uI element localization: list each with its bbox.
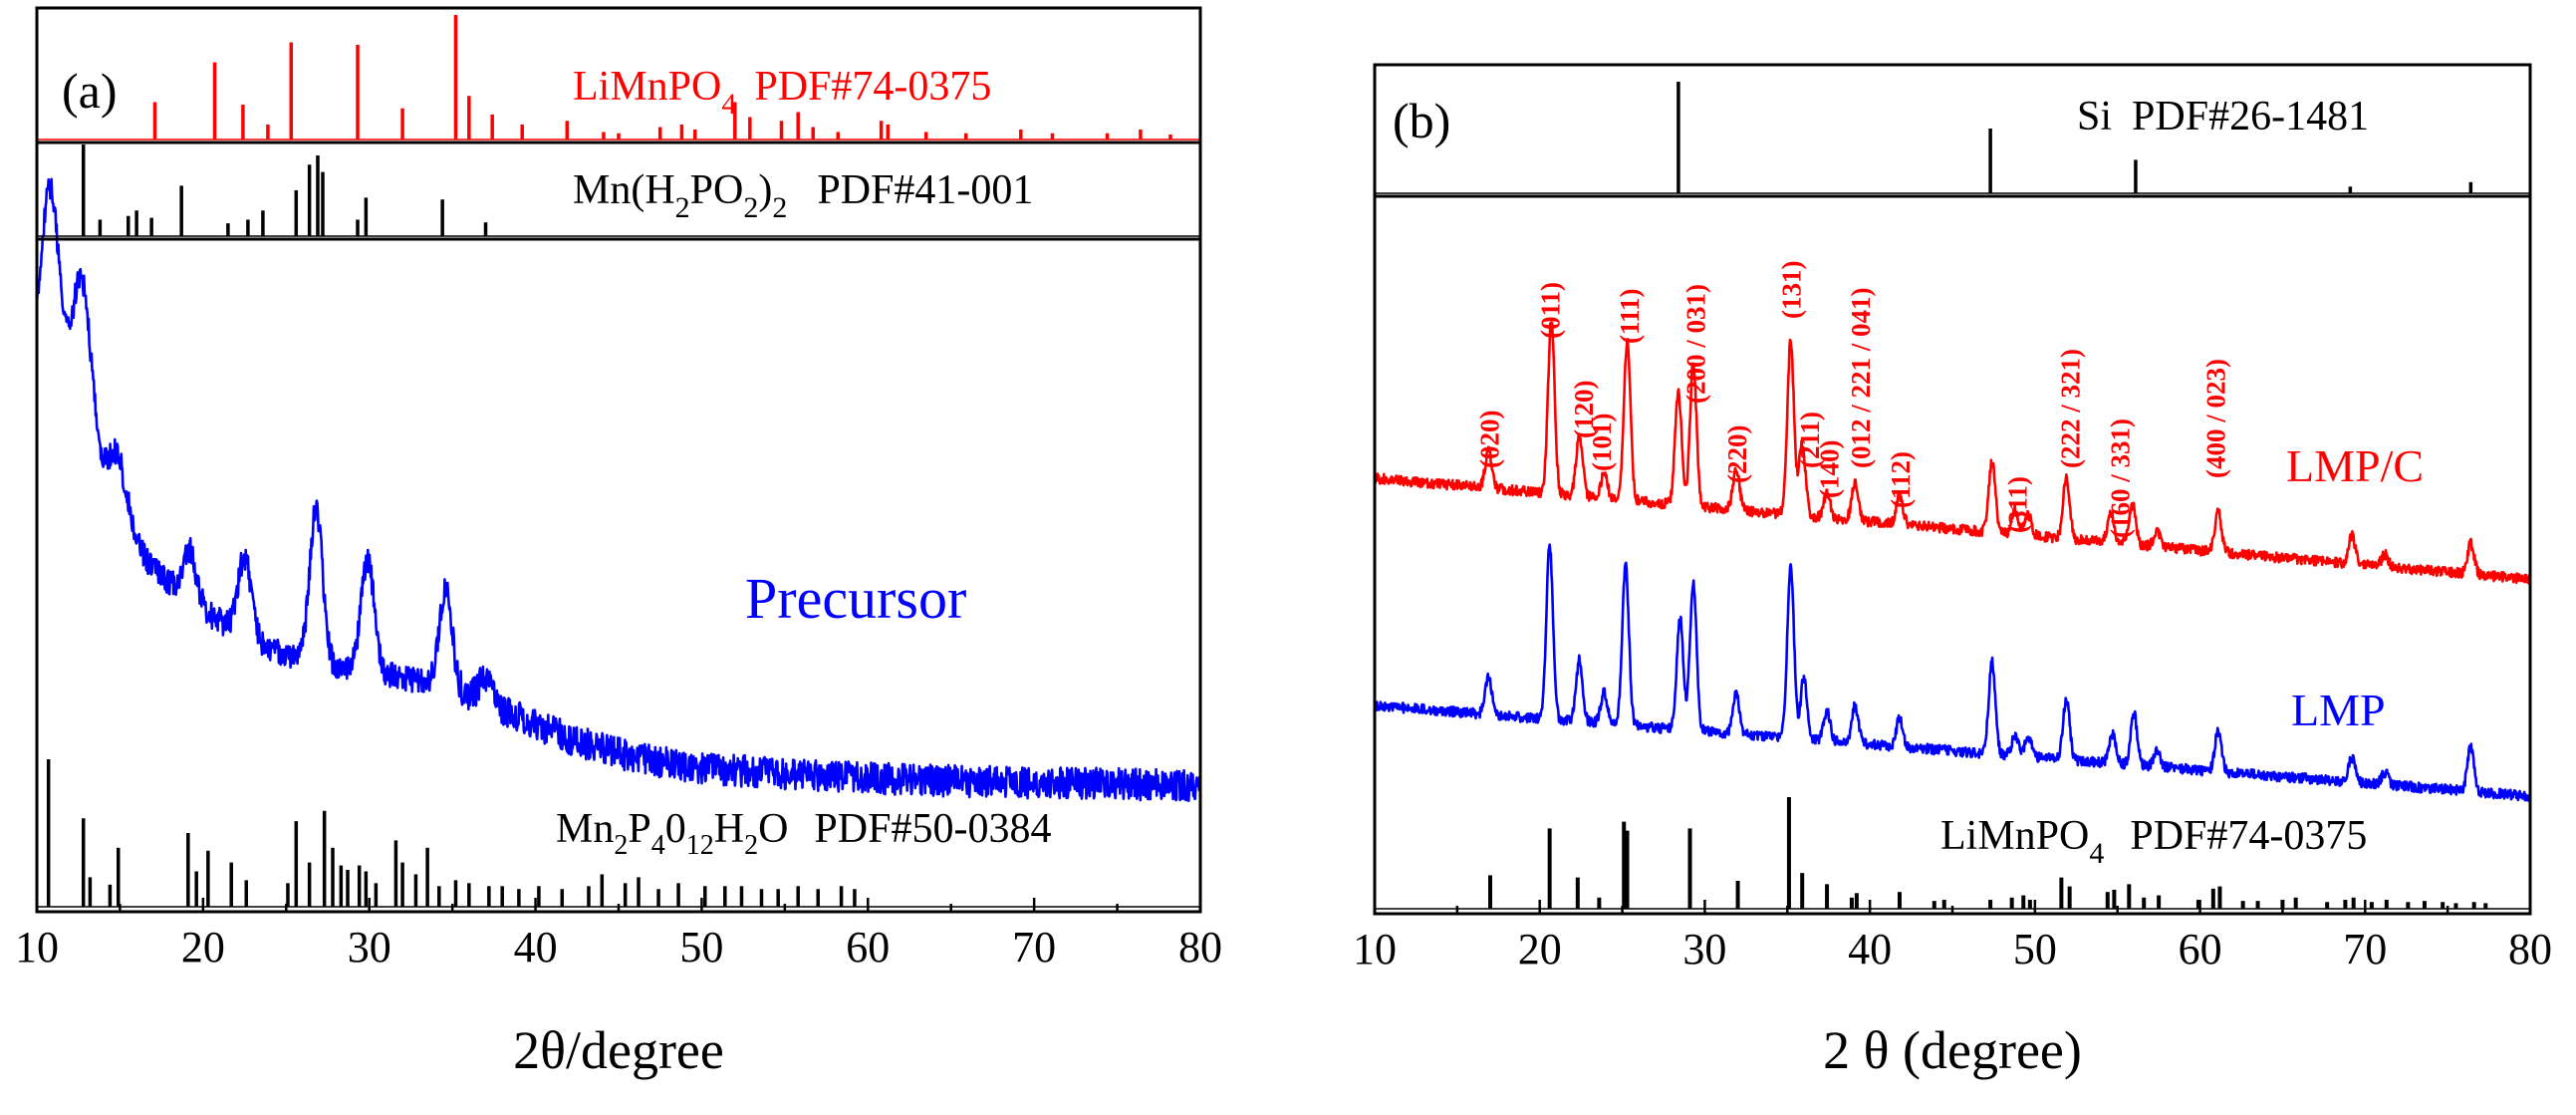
panel-b-x-tick-label: 80: [2508, 925, 2552, 974]
panel-b-x-tick-label: 20: [1518, 925, 1562, 974]
panel-a-x-axis: 10 20 30 40 50 60 70 80: [15, 898, 1222, 972]
lmp-c-label: LMP/C: [2286, 440, 2424, 491]
lmp-c-pattern: [1373, 321, 2531, 585]
panel-a-x-axis-label: 2θ/degree: [513, 1020, 724, 1080]
panel-a-x-tick-label: 50: [679, 923, 723, 972]
hkl-label: (111): [1615, 288, 1645, 344]
panel-b: 10 20 30 40 50 60 70 80 (b) Si PDF#26-1481 LiMnP…: [1353, 63, 2552, 1080]
panel-b-x-tick-label: 10: [1353, 925, 1397, 974]
precursor-pattern-line: [35, 177, 1202, 803]
lmp-c-pattern-line: [1373, 321, 2531, 585]
panel-b-x-tick-label: 50: [2013, 925, 2057, 974]
hkl-label: (120): [1569, 381, 1599, 438]
mnh2po4-reference-sticks: [37, 144, 1200, 237]
panel-b-x-axis: 10 20 30 40 50 60 70 80: [1353, 900, 2552, 974]
lmp-pattern-line: [1373, 543, 2532, 802]
hkl-label: (311): [2003, 476, 2033, 533]
hkl-label: (222 / 321): [2056, 349, 2086, 468]
panel-b-ref-bottom-label: LiMnPO4 PDF#74-0375: [1940, 813, 2367, 870]
hkl-label: (140): [1815, 440, 1845, 498]
si-reference-sticks: [1375, 82, 2530, 194]
precursor-label: Precursor: [745, 566, 966, 631]
hkl-label: (400 / 023): [2200, 359, 2230, 478]
lmp-label: LMP: [2291, 685, 2386, 735]
mn2p4o12h2o-reference-sticks: [37, 759, 1200, 908]
panel-b-ref-top-label: Si PDF#26-1481: [2077, 94, 2369, 139]
limnpo4-reference-sticks: [1375, 797, 2530, 910]
panel-b-x-tick-label: 30: [1682, 925, 1726, 974]
hkl-label: (220): [1722, 425, 1752, 483]
hkl-label: (211): [1795, 412, 1825, 468]
panel-a-ref-top-label: LiMnPO4 PDF#74-0375: [573, 64, 991, 121]
lmp-pattern: [1373, 543, 2532, 802]
panel-a-x-tick-label: 60: [846, 923, 890, 972]
panel-a-x-tick-label: 10: [15, 923, 59, 972]
hkl-label: (012 / 221 / 041): [1846, 288, 1876, 469]
panel-a-tag: (a): [62, 63, 118, 119]
hkl-label: (131): [1777, 261, 1807, 319]
panel-a-x-tick-label: 20: [181, 923, 225, 972]
panel-b-x-tick-label: 60: [2179, 925, 2222, 974]
panel-b-x-axis-label: 2 θ (degree): [1823, 1020, 2082, 1080]
hkl-label: (020): [1474, 411, 1504, 468]
hkl-annotations: (020) (011) (120)(101) (111) (200 / 031) (220…: [1474, 261, 2230, 538]
hkl-label: (200 / 031): [1680, 284, 1710, 404]
panel-a-ref-mid-label: Mn(H2PO2)2 PDF#41-001: [573, 167, 1033, 224]
panel-a: 10 20 30 40 50 60 70 80 (a) LiMnPO4 PDF#74-0375 …: [15, 6, 1222, 1080]
panel-a-x-tick-label: 30: [348, 923, 391, 972]
panel-a-x-tick-label: 80: [1178, 923, 1222, 972]
panel-b-tag: (b): [1393, 93, 1450, 148]
hkl-label: (160 / 331): [2105, 418, 2135, 538]
panel-a-x-tick-label: 40: [514, 923, 558, 972]
panel-a-ref-bottom-label: Mn2P4012H2O PDF#50-0384: [556, 806, 1051, 861]
limnpo4-reference-sticks: [37, 15, 1200, 140]
hkl-label: (101): [1587, 414, 1617, 471]
panel-a-x-tick-label: 70: [1012, 923, 1056, 972]
panel-b-x-tick-label: 70: [2343, 925, 2387, 974]
hkl-label: (112): [1886, 451, 1916, 508]
hkl-label: (011): [1536, 282, 1566, 339]
panel-b-x-tick-label: 40: [1848, 925, 1892, 974]
precursor-pattern: [35, 177, 1202, 803]
